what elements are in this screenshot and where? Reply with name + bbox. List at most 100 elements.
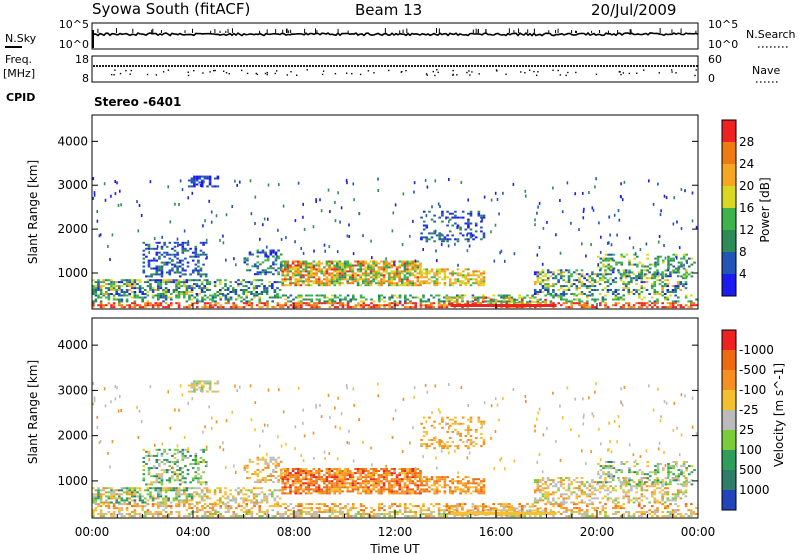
power-cell bbox=[526, 300, 529, 303]
power-cell bbox=[593, 306, 597, 309]
power-cell bbox=[682, 285, 685, 288]
nave-dot bbox=[113, 74, 115, 76]
velocity-cell bbox=[144, 497, 147, 500]
power-cell bbox=[336, 282, 339, 285]
velocity-cell bbox=[266, 511, 269, 513]
velocity-cell bbox=[203, 493, 206, 496]
power-cell bbox=[544, 287, 547, 290]
power-cell bbox=[395, 270, 399, 273]
power-cell bbox=[430, 218, 434, 221]
velocity-cell bbox=[427, 509, 430, 512]
power-cell bbox=[428, 270, 431, 273]
power-cell bbox=[184, 273, 187, 276]
power-cell bbox=[133, 285, 137, 288]
power-cell bbox=[398, 300, 402, 303]
power-cell bbox=[684, 281, 688, 284]
velocity-cell bbox=[328, 486, 331, 489]
power-cell bbox=[661, 294, 664, 297]
power-sparse-cell bbox=[116, 181, 118, 185]
power-cell bbox=[200, 283, 204, 286]
power-cell bbox=[526, 294, 529, 297]
power-cell bbox=[168, 269, 172, 272]
power-cell bbox=[671, 289, 675, 291]
power-cell bbox=[312, 272, 316, 275]
power-cell bbox=[635, 279, 638, 282]
velocity-cell bbox=[351, 486, 355, 489]
velocity-cell bbox=[343, 474, 347, 477]
velocity-cell bbox=[125, 499, 129, 502]
power-cell bbox=[482, 270, 486, 273]
velocity-cell bbox=[339, 509, 342, 512]
velocity-cell bbox=[190, 497, 194, 500]
power-cell bbox=[536, 291, 540, 293]
power-cell bbox=[173, 265, 177, 268]
velocity-cell bbox=[191, 463, 195, 465]
power-cell bbox=[219, 283, 222, 286]
velocity-cell bbox=[183, 503, 186, 506]
power-cell bbox=[398, 266, 401, 269]
power-cell bbox=[435, 294, 438, 297]
velocity-cell bbox=[195, 491, 199, 494]
velocity-cell bbox=[614, 503, 618, 506]
velocity-cell bbox=[274, 505, 277, 508]
power-cell bbox=[186, 265, 190, 268]
velocity-cell bbox=[279, 505, 282, 508]
velocity-cell bbox=[338, 484, 342, 487]
velocity-cell bbox=[245, 503, 248, 506]
power-cell bbox=[453, 296, 456, 299]
power-cell bbox=[601, 296, 605, 299]
power-cell bbox=[190, 291, 194, 293]
velocity-cell bbox=[346, 486, 349, 489]
velocity-cell bbox=[315, 511, 319, 513]
power-cell bbox=[425, 276, 429, 279]
power-cell bbox=[191, 271, 195, 274]
power-cell bbox=[406, 272, 409, 275]
noise-right-label: N.Search bbox=[746, 28, 796, 41]
cpid-value: Stereo -6401 bbox=[94, 95, 181, 109]
power-cell bbox=[459, 216, 462, 219]
power-cell bbox=[682, 277, 685, 280]
power-sparse-cell bbox=[456, 226, 458, 229]
power-cell bbox=[661, 285, 664, 288]
power-sparse-cell bbox=[377, 189, 379, 192]
power-cell bbox=[128, 279, 131, 282]
power-cell bbox=[196, 298, 199, 301]
velocity-cell bbox=[367, 470, 370, 472]
nave-dot bbox=[167, 69, 170, 71]
power-cell bbox=[219, 296, 222, 299]
velocity-cell bbox=[142, 448, 146, 451]
power-cell bbox=[317, 278, 321, 281]
power-cell bbox=[305, 304, 308, 307]
power-cell bbox=[271, 296, 274, 299]
power-cell bbox=[658, 293, 662, 295]
power-sparse-cell bbox=[277, 228, 279, 232]
power-cell bbox=[599, 261, 603, 264]
power-cell bbox=[533, 283, 537, 286]
nave-dot bbox=[425, 73, 428, 75]
power-cell bbox=[552, 273, 555, 276]
power-cell bbox=[578, 298, 581, 301]
velocity-cell bbox=[364, 482, 368, 485]
velocity-cell bbox=[258, 501, 261, 504]
power-cell bbox=[195, 177, 199, 180]
power-cell bbox=[391, 294, 394, 297]
velocity-cell bbox=[299, 482, 303, 485]
nave-dot bbox=[675, 72, 677, 74]
velocity-cell bbox=[162, 487, 165, 490]
velocity-cell bbox=[294, 468, 297, 470]
power-cell bbox=[141, 296, 144, 299]
power-cell bbox=[593, 281, 597, 284]
velocity-cell bbox=[692, 513, 696, 515]
power-cell bbox=[549, 285, 553, 288]
power-cell bbox=[300, 304, 303, 307]
power-cell bbox=[546, 285, 550, 288]
power-cell bbox=[382, 278, 386, 281]
power-sparse-cell bbox=[425, 214, 428, 218]
power-cell bbox=[133, 293, 137, 295]
power-sparse-cell bbox=[676, 220, 678, 224]
power-cell bbox=[591, 285, 594, 288]
velocity-cell bbox=[133, 501, 137, 504]
velocity-cell bbox=[578, 509, 581, 512]
velocity-cell bbox=[157, 497, 160, 500]
power-sparse-cell bbox=[191, 191, 194, 195]
